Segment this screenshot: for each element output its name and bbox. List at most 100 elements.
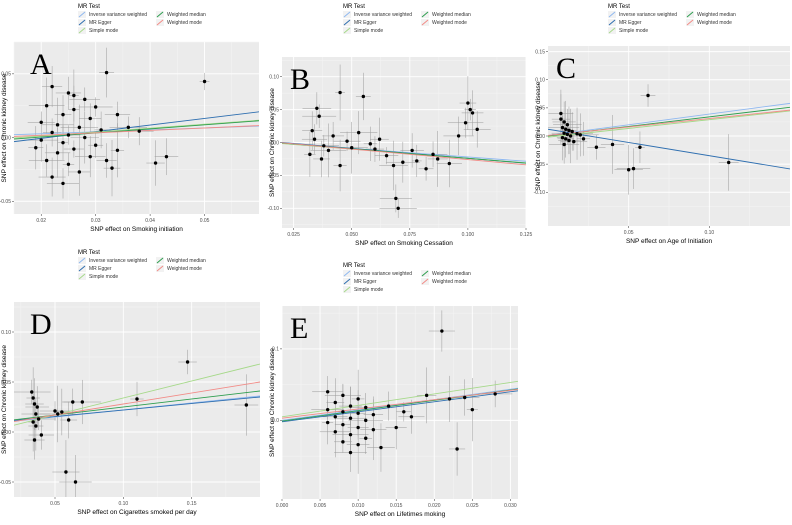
data-point <box>83 97 87 102</box>
data-point <box>60 410 64 414</box>
y-axis-title: SNP effect on Chronic kidney disease <box>269 348 276 457</box>
legend-item-label: MR Egger <box>354 279 377 285</box>
plot-data-layer <box>14 47 259 199</box>
legend-item-label: MR Egger <box>89 266 112 272</box>
legend-title: MR Test <box>343 263 365 269</box>
legend-item-label: Simple mode <box>619 28 648 34</box>
data-point <box>364 418 368 423</box>
regression-line-inverse-variance-weighted <box>282 387 518 421</box>
legend-key-line <box>343 278 351 285</box>
legend-item-label: Inverse variance weighted <box>354 12 412 18</box>
legend: MR Test Inverse variance weighted MR Egger… <box>78 4 206 34</box>
panel-letter: C <box>556 52 576 85</box>
data-point <box>456 134 461 138</box>
regression-line-weighted-median <box>14 120 259 140</box>
x-tick-label: 0.015 <box>390 503 403 509</box>
data-point <box>104 70 109 75</box>
data-point <box>565 123 570 127</box>
data-point <box>373 147 377 151</box>
y-tick-label: 0.1 <box>272 347 279 353</box>
legend-key-line <box>421 270 429 277</box>
legend: MR Test Inverse variance weighted MR Egger… <box>343 263 471 293</box>
data-point <box>325 420 330 425</box>
y-tick-label: 0.10 <box>535 78 545 84</box>
y-tick-label: -0.05 <box>0 199 11 205</box>
regression-line-weighted-mode <box>14 381 260 423</box>
regression-line-weighted-mode <box>282 388 518 419</box>
data-point <box>308 152 312 157</box>
data-point <box>348 432 353 437</box>
y-tick-label: -0.05 <box>534 162 546 168</box>
data-point <box>631 166 636 171</box>
legend-title: MR Test <box>343 4 365 10</box>
x-tick-label: 0.03 <box>91 218 101 224</box>
y-axis-title: SNP effect on Chronic kidney disease <box>269 88 276 197</box>
x-tick-label: 0.125 <box>520 232 533 238</box>
panel-letter: A <box>30 48 52 81</box>
legend-key-line <box>686 19 694 26</box>
data-point <box>72 93 76 98</box>
data-point <box>356 411 360 415</box>
data-point <box>34 412 38 416</box>
x-tick-label: 0.050 <box>345 232 358 238</box>
data-point <box>72 147 76 151</box>
legend-key-line <box>608 27 616 34</box>
data-point <box>572 139 576 144</box>
data-point <box>470 407 475 412</box>
data-point <box>153 161 158 165</box>
legend: MR Test Inverse variance weighted MR Egger… <box>343 4 471 34</box>
data-point <box>315 106 319 111</box>
legend-item-label: Inverse variance weighted <box>354 271 412 277</box>
x-tick-label: 0.100 <box>462 232 475 238</box>
data-point <box>317 114 321 118</box>
y-tick-label: 0.05 <box>1 72 11 78</box>
data-point <box>468 107 472 112</box>
legend-item-label: Simple mode <box>89 28 118 34</box>
data-point <box>455 447 459 451</box>
chart-panel-d: 0.05 0.10 0.15 -0.05 0.00 0.05 0.10 SNP effect … <box>0 250 260 516</box>
regression-line-mr-egger <box>14 396 260 421</box>
data-point <box>470 111 475 115</box>
x-tick-label: 0.10 <box>704 230 714 236</box>
data-point <box>431 152 435 157</box>
legend-item-label: Weighted median <box>432 271 471 277</box>
legend-key-line <box>686 11 694 18</box>
data-point <box>371 412 376 417</box>
data-point <box>56 412 60 416</box>
data-point <box>356 397 360 401</box>
legend-key-line <box>608 11 616 18</box>
data-point <box>338 90 342 95</box>
y-tick-label: 0.05 <box>269 107 279 113</box>
data-point <box>39 138 43 142</box>
data-point <box>560 135 565 140</box>
data-point <box>356 425 360 430</box>
data-point <box>73 480 78 484</box>
legend-item-label: Weighted mode <box>167 20 202 26</box>
data-point <box>638 145 642 149</box>
data-point <box>333 430 337 434</box>
data-point <box>50 175 54 179</box>
data-point <box>379 445 383 450</box>
data-point <box>568 134 573 138</box>
data-point <box>560 125 565 130</box>
y-tick-label: 0.0 <box>272 418 279 424</box>
legend-title: MR Test <box>608 4 630 10</box>
legend-item-label: Inverse variance weighted <box>89 258 147 264</box>
data-point <box>386 404 391 408</box>
legend-item-label: MR Egger <box>89 20 112 26</box>
x-axis-title: SNP effect on Smoking Cessation <box>355 240 453 247</box>
y-axis-title: SNP effect on Chronic kidney disease <box>1 73 8 182</box>
data-point <box>570 129 574 134</box>
regression-line-mr-egger <box>548 128 790 170</box>
data-point <box>325 390 330 394</box>
panel-letter: D <box>30 308 52 341</box>
data-point <box>50 84 54 89</box>
chart-panel-e: 0.000 0.005 0.010 0.015 0.020 0.025 0.030 0.0 0.… <box>269 263 518 518</box>
legend-key-line <box>421 278 429 285</box>
data-point <box>137 129 141 133</box>
plot-data-layer <box>282 64 526 218</box>
regression-line-simple-mode <box>548 110 790 138</box>
legend-key-line <box>421 19 429 26</box>
x-tick-label: 0.10 <box>118 501 128 507</box>
x-tick-label: 0.000 <box>276 503 289 509</box>
